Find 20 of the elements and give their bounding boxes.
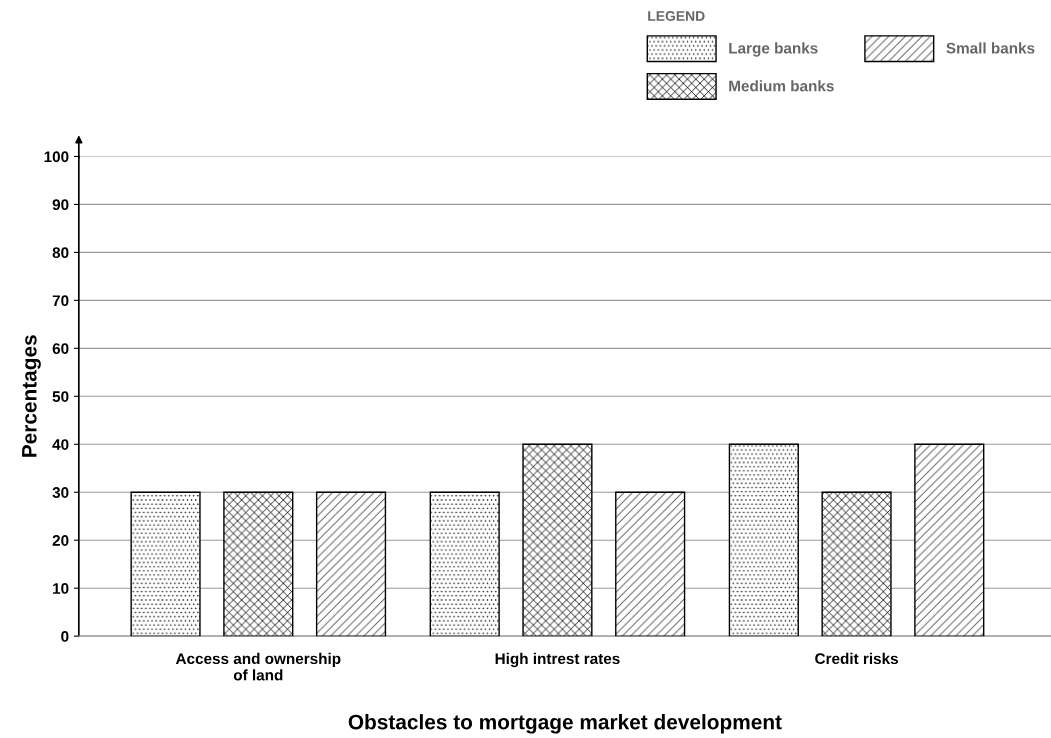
y-tick-label: 20 bbox=[52, 535, 69, 546]
y-tick-label: 10 bbox=[53, 583, 69, 594]
y-tick-label: 0 bbox=[61, 631, 69, 642]
y-axis-title: Percentages bbox=[22, 335, 41, 457]
x-tick-label: High intrest rates bbox=[495, 652, 620, 668]
legend-label: Medium banks bbox=[729, 80, 834, 92]
y-tick-label: 40 bbox=[52, 439, 69, 450]
y-tick-label: 70 bbox=[52, 295, 69, 307]
y-tick-label: 30 bbox=[52, 487, 69, 498]
x-tick-label: Credit risks bbox=[815, 652, 898, 665]
y-tick-label: 50 bbox=[52, 391, 69, 402]
legend-label: Large banks bbox=[729, 42, 818, 57]
legend-title: LEGEND bbox=[648, 11, 705, 21]
legend-label: Small banks bbox=[946, 42, 1035, 54]
y-tick-label: 90 bbox=[52, 199, 69, 211]
y-tick-label: 80 bbox=[52, 247, 69, 259]
x-axis-title: Obstacles to mortgage market development bbox=[348, 714, 782, 734]
y-tick-label: 60 bbox=[52, 343, 69, 355]
x-tick-label: Access and ownership of land bbox=[175, 652, 341, 681]
y-tick-label: 100 bbox=[44, 151, 69, 163]
